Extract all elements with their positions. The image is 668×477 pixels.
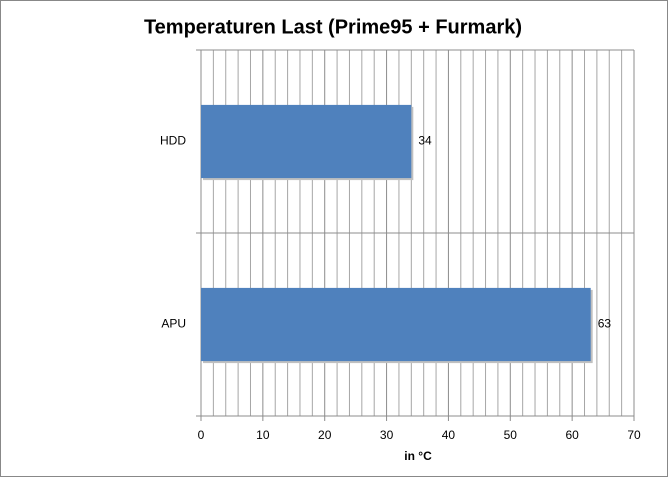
x-tick-label: 60 <box>565 428 579 442</box>
bar <box>201 287 591 362</box>
x-tick-label: 40 <box>442 428 456 442</box>
data-label: 63 <box>598 317 612 331</box>
x-tick-label: 10 <box>256 428 270 442</box>
chart-title: Temperaturen Last (Prime95 + Furmark) <box>144 16 522 38</box>
y-tick-label: HDD <box>160 134 186 148</box>
data-label: 34 <box>418 134 432 148</box>
x-tick-label: 30 <box>380 428 394 442</box>
x-tick-label: 20 <box>318 428 332 442</box>
x-tick-label: 70 <box>627 428 641 442</box>
x-axis-title: in °C <box>404 449 432 463</box>
x-tick-label: 50 <box>504 428 518 442</box>
y-tick-label: APU <box>161 317 186 331</box>
x-tick-label: 0 <box>198 428 205 442</box>
bar <box>201 104 412 179</box>
